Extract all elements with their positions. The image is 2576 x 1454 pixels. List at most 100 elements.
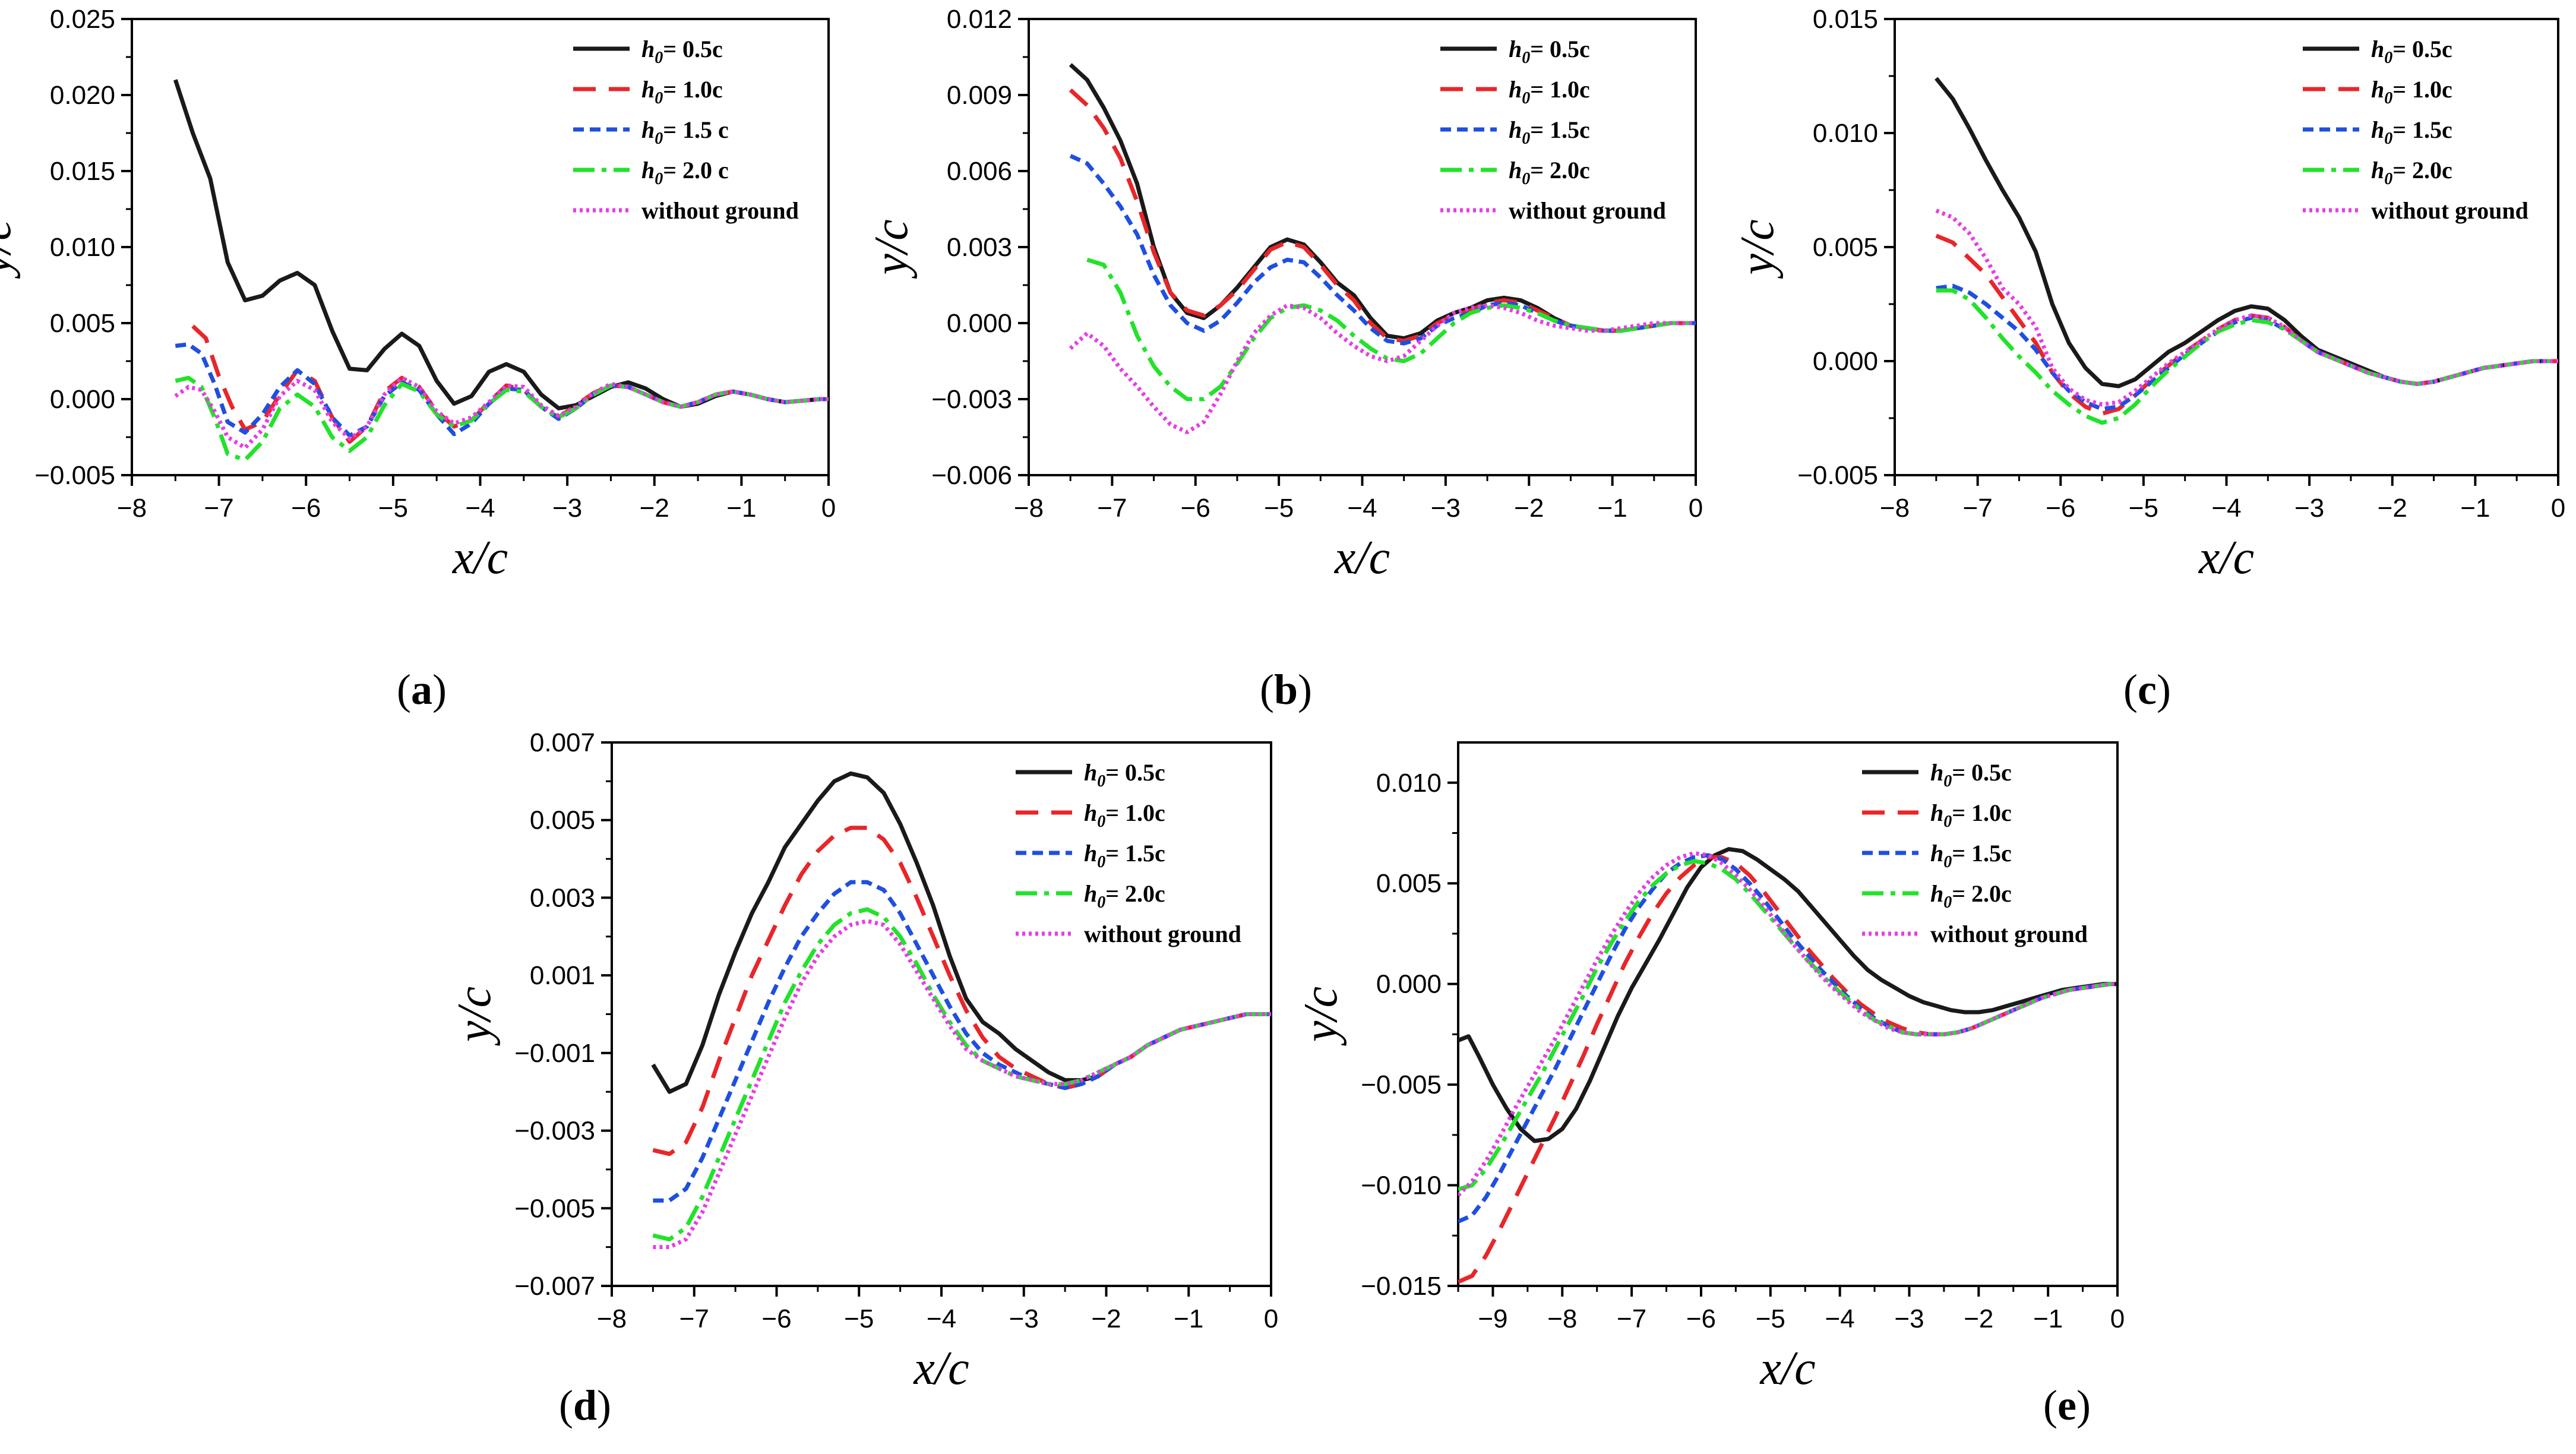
y-tick-label: 0.012 [947, 5, 1012, 34]
legend: h0= 0.5c h0= 1.0c h0= 1.5c h0= 2.0c without … [2303, 36, 2528, 224]
x-tick-label: −4 [1825, 1304, 1855, 1333]
x-tick-label: −6 [1686, 1304, 1716, 1333]
series-line-h20 [1458, 859, 2117, 1191]
legend-label: h0= 1.5c [1084, 840, 1165, 871]
legend-label: h0= 2.0c [1930, 880, 2012, 912]
plot-frame [1457, 741, 2119, 1287]
legend-label: h0= 0.5c [1930, 759, 2012, 791]
y-tick-label: 0.010 [1813, 119, 1878, 148]
x-tick-label: −4 [465, 494, 495, 523]
legend-label: h0= 2.0c [1509, 157, 1590, 188]
y-tick-label: −0.005 [514, 1194, 595, 1223]
legend-label: without ground [641, 197, 799, 224]
x-tick-label: −8 [117, 494, 147, 523]
x-tick-label: −1 [2033, 1304, 2063, 1333]
y-tick-label: −0.001 [514, 1039, 595, 1068]
y-tick-label: 0.020 [50, 81, 115, 110]
y-tick-label: 0.025 [50, 5, 115, 34]
y-tick-label: −0.005 [34, 461, 115, 490]
legend: h0= 0.5c h0= 1.0c h0= 1.5 c h0= 2.0 c withou… [573, 36, 799, 224]
y-tick-label: 0.010 [1376, 769, 1442, 798]
y-axis-label: y/c [865, 219, 918, 279]
x-tick-label: −7 [1617, 1304, 1646, 1333]
x-axis-label: x/c [452, 532, 508, 584]
y-tick-label: 0.005 [530, 806, 595, 835]
legend-label: h0= 1.5c [2371, 116, 2452, 148]
x-tick-label: −5 [1264, 494, 1294, 523]
series-line-noground [1458, 851, 2117, 1197]
y-tick-label: 0.006 [947, 157, 1012, 186]
legend-label: h0= 1.5 c [641, 116, 729, 148]
series-line-h10 [1935, 233, 2558, 416]
legend-label: h0= 0.5c [2371, 36, 2452, 67]
series-line-h15 [1936, 283, 2558, 412]
x-tick-label: 0 [2551, 494, 2565, 523]
x-tick-label: −7 [204, 494, 234, 523]
x-tick-label: −8 [597, 1304, 627, 1333]
y-tick-label: −0.015 [1361, 1272, 1442, 1301]
x-tick-label: −3 [1431, 494, 1461, 523]
legend-label: h0= 1.0c [1509, 76, 1590, 108]
x-tick-label: −1 [2460, 494, 2490, 523]
legend-label: h0= 1.0c [2371, 76, 2452, 108]
plot-frame [1894, 18, 2559, 476]
series-line-h20 [1086, 257, 1696, 402]
legend-label: h0= 0.5c [641, 36, 723, 67]
series-line-noground [174, 375, 829, 450]
y-tick-label: 0.000 [947, 309, 1012, 338]
legend-label: h0= 2.0c [1084, 880, 1165, 912]
plot-frame [131, 18, 830, 476]
x-tick-label: −3 [552, 494, 582, 523]
x-tick-label: −5 [2129, 494, 2158, 523]
x-axis-label: x/c [2198, 532, 2254, 584]
panel-label-a: (a) [397, 666, 447, 713]
x-tick-label: −1 [1174, 1304, 1203, 1333]
series-lines [1458, 847, 2117, 1284]
x-tick-label: −6 [291, 494, 321, 523]
series-line-noground [653, 919, 1271, 1250]
y-tick-label: 0.003 [947, 233, 1012, 262]
y-tick-label: −0.003 [931, 385, 1012, 414]
x-tick-label: −2 [2378, 494, 2407, 523]
x-tick-label: 0 [2110, 1304, 2125, 1333]
legend-label: without ground [1930, 921, 2088, 947]
x-tick-label: −3 [1009, 1304, 1039, 1333]
x-tick-label: −9 [1478, 1304, 1507, 1333]
series-line-h15 [653, 880, 1271, 1203]
x-tick-label: 0 [1689, 494, 1703, 523]
x-axis-label: x/c [1759, 1342, 1815, 1395]
y-tick-label: 0.001 [530, 961, 595, 990]
series-line-h10 [652, 826, 1271, 1156]
y-tick-label: −0.007 [514, 1272, 595, 1301]
legend-label: without ground [1509, 197, 1666, 224]
series-line-h15 [1069, 154, 1696, 346]
y-tick-label: 0.005 [1376, 869, 1442, 898]
series-lines [173, 79, 829, 462]
legend-label: h0= 2.0 c [641, 157, 729, 188]
x-tick-label: −5 [378, 494, 408, 523]
series-line-h05 [173, 79, 829, 410]
x-tick-label: −6 [2046, 494, 2075, 523]
x-tick-label: −7 [679, 1304, 709, 1333]
legend-label: h0= 1.0c [641, 76, 723, 108]
legend-label: h0= 2.0c [2371, 157, 2452, 188]
series-lines [651, 771, 1271, 1250]
y-tick-label: 0.003 [530, 883, 595, 912]
legend: h0= 0.5c h0= 1.0c h0= 1.5c h0= 2.0c without … [1016, 759, 1241, 947]
x-axis-label: x/c [913, 1342, 969, 1395]
series-line-h05 [1458, 847, 2117, 1143]
series-lines [1935, 77, 2558, 425]
x-tick-label: −3 [1894, 1304, 1924, 1333]
x-tick-label: −2 [1964, 1304, 1993, 1333]
x-tick-label: −2 [1091, 1304, 1121, 1333]
y-axis-label: y/c [448, 987, 501, 1046]
legend-label: h0= 0.5c [1509, 36, 1590, 67]
y-tick-label: 0.000 [1813, 347, 1878, 376]
x-tick-label: −6 [1181, 494, 1210, 523]
y-tick-label: 0.009 [947, 81, 1012, 110]
panel-label-e: (e) [2043, 1382, 2091, 1429]
x-tick-label: −1 [1598, 494, 1627, 523]
series-line-noground [1069, 303, 1696, 434]
